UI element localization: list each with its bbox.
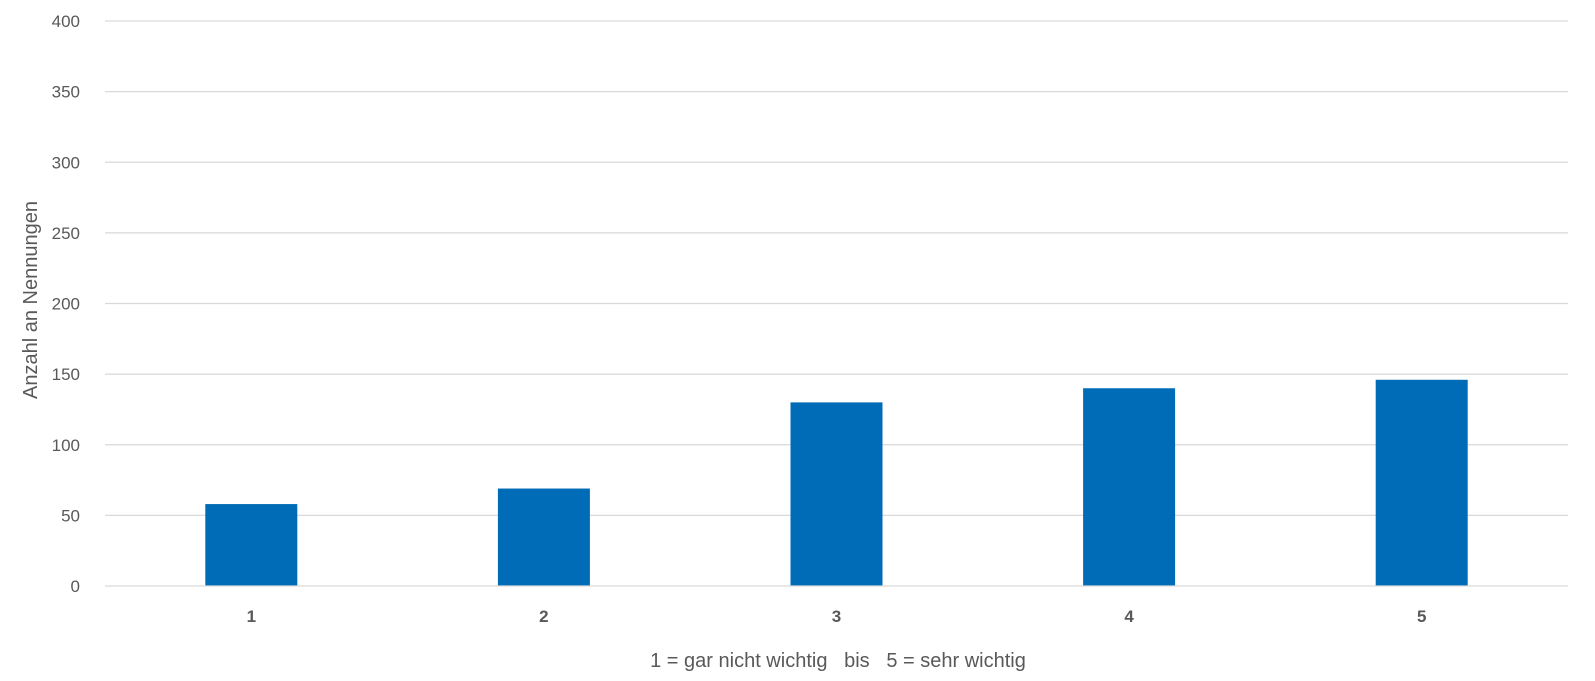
y-axis-ticks: 0 50 100 150 200 250 300 350 400 — [52, 12, 80, 596]
y-tick-label: 100 — [52, 436, 80, 455]
y-tick-label: 50 — [61, 506, 80, 525]
bar-2 — [497, 488, 590, 586]
y-tick-label: 0 — [71, 577, 80, 596]
x-tick-label: 2 — [539, 607, 548, 626]
x-tick-label: 1 — [247, 607, 256, 626]
y-tick-label: 250 — [52, 224, 80, 243]
bar-1 — [205, 504, 298, 586]
y-tick-label: 150 — [52, 365, 80, 384]
gridlines — [105, 20, 1568, 517]
bar-4 — [1083, 388, 1176, 586]
x-tick-label: 5 — [1417, 607, 1426, 626]
x-tick-label: 3 — [832, 607, 841, 626]
y-tick-label: 200 — [52, 295, 80, 314]
y-axis-title: Anzahl an Nennungen — [20, 201, 42, 399]
bars — [205, 379, 1468, 586]
x-axis-title: 1 = gar nicht wichtig bis 5 = sehr wicht… — [650, 650, 1026, 672]
y-tick-label: 350 — [52, 83, 80, 102]
x-tick-label: 4 — [1124, 607, 1134, 626]
y-tick-label: 400 — [52, 12, 80, 31]
x-axis-ticks: 1 2 3 4 5 — [247, 607, 1427, 626]
y-tick-label: 300 — [52, 153, 80, 172]
bar-5 — [1375, 379, 1468, 586]
bar-3 — [790, 402, 883, 586]
